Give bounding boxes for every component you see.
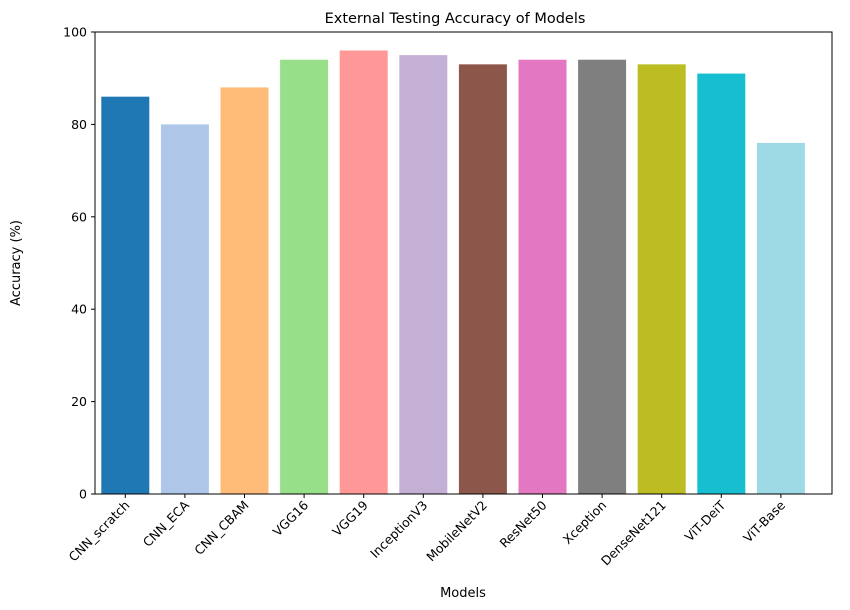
x-tick-label: ViT-Base — [740, 497, 788, 545]
y-tick-label: 20 — [71, 394, 87, 409]
bar-cnn-cbam — [220, 87, 269, 494]
bar-xception — [578, 59, 627, 494]
x-tick-label: MobileNetV2 — [423, 498, 490, 565]
y-axis-label: Accuracy (%) — [9, 220, 24, 306]
bar-resnet50 — [518, 59, 567, 494]
x-axis: CNN_scratch CNN_ECA CNN_CBAM VGG16 VGG19Ince… — [66, 494, 788, 568]
y-tick-label: 80 — [71, 117, 87, 132]
x-tick-label: ResNet50 — [496, 497, 549, 550]
bar-inceptionv3 — [399, 55, 448, 494]
bars — [101, 50, 805, 495]
y-tick-label: 40 — [71, 302, 87, 317]
y-tick-label: 0 — [79, 487, 87, 502]
bar-vgg16 — [280, 59, 329, 494]
bar-vgg19 — [339, 50, 388, 494]
y-axis: 0 20 40 60 80 100 — [63, 25, 95, 502]
bar-densenet121 — [637, 64, 686, 494]
x-tick-label: CNN_scratch — [66, 498, 133, 565]
x-tick-label: CNN_ECA — [140, 497, 193, 550]
x-tick-label: ViT-DeiT — [682, 497, 729, 544]
bar-cnn-scratch — [101, 96, 150, 495]
x-tick-label: VGG19 — [329, 497, 371, 539]
bar-cnn-eca — [160, 124, 209, 495]
bar-mobilenetv2 — [458, 64, 507, 494]
x-tick-label: Xception — [560, 498, 610, 548]
bar-vit-base — [756, 142, 805, 494]
plot-frame — [94, 31, 833, 495]
y-tick-label: 100 — [63, 25, 87, 40]
x-axis-label: Models — [440, 586, 486, 601]
x-tick-label: CNN_CBAM — [191, 498, 251, 558]
chart-title: External Testing Accuracy of Models — [325, 11, 586, 27]
x-tick-label: VGG16 — [270, 497, 312, 539]
y-tick-label: 60 — [71, 209, 87, 224]
x-tick-label: InceptionV3 — [367, 498, 430, 561]
bar-vit-deit — [697, 73, 746, 494]
